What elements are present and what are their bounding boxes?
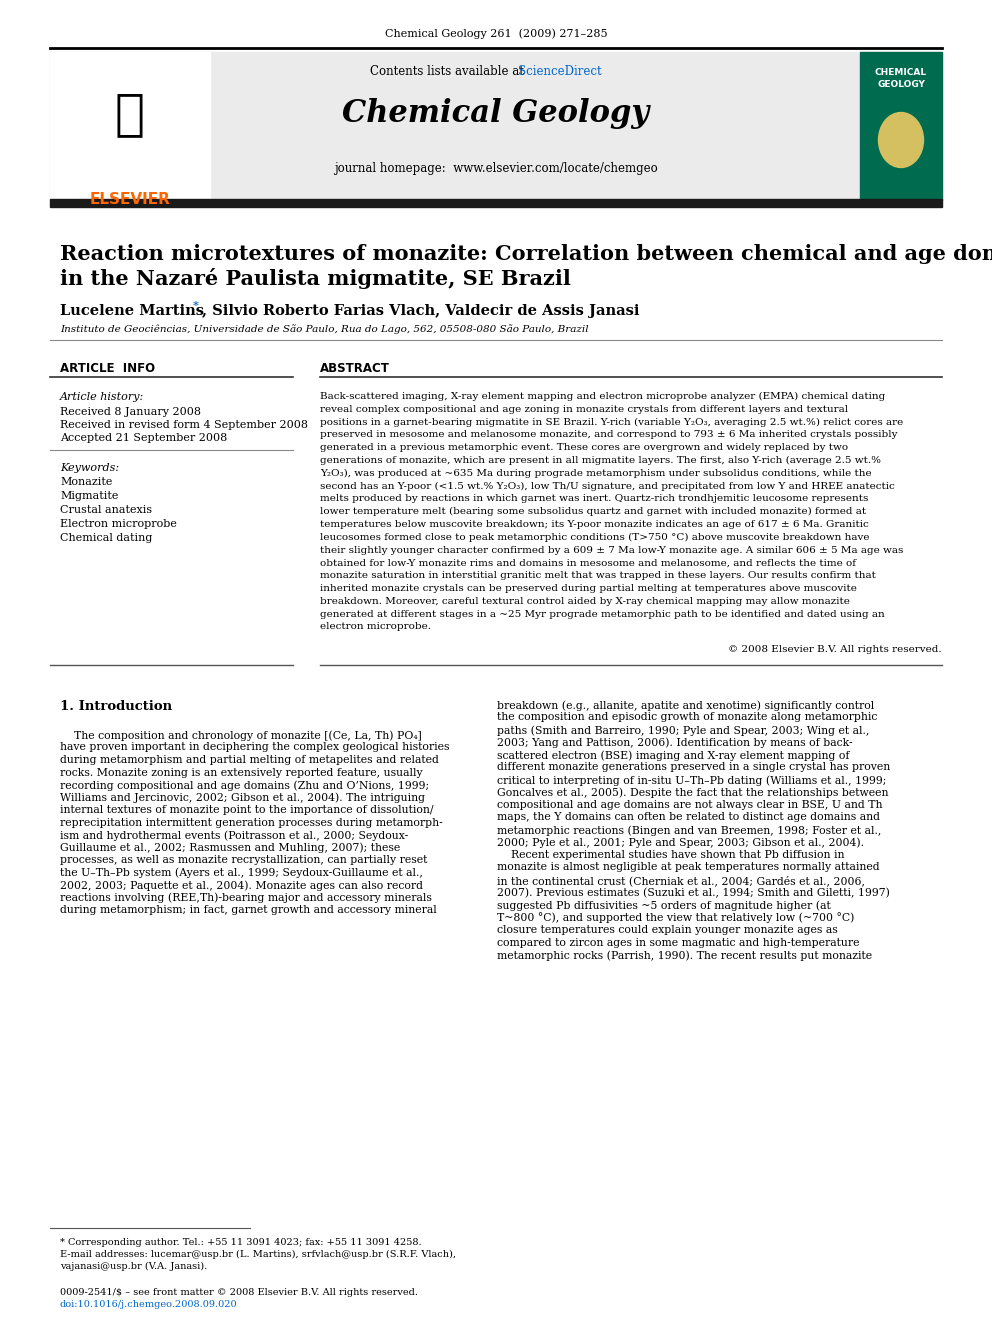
Bar [50, 52, 210, 200]
Text: monazite saturation in interstitial granitic melt that was trapped in these laye: monazite saturation in interstitial gran… [320, 572, 876, 581]
Text: GEOLOGY: GEOLOGY [877, 79, 925, 89]
Text: journal homepage:  www.elsevier.com/locate/chemgeo: journal homepage: www.elsevier.com/locat… [334, 161, 658, 175]
Text: Chemical Geology 261  (2009) 271–285: Chemical Geology 261 (2009) 271–285 [385, 28, 607, 38]
Text: in the Nazaré Paulista migmatite, SE Brazil: in the Nazaré Paulista migmatite, SE Bra… [60, 269, 570, 288]
Text: Received 8 January 2008: Received 8 January 2008 [60, 407, 201, 417]
Text: Chemical dating: Chemical dating [60, 533, 153, 542]
Text: Accepted 21 September 2008: Accepted 21 September 2008 [60, 433, 227, 443]
Text: different monazite generations preserved in a single crystal has proven: different monazite generations preserved… [497, 762, 890, 773]
Text: breakdown. Moreover, careful textural control aided by X-ray chemical mapping ma: breakdown. Moreover, careful textural co… [320, 597, 850, 606]
Text: reveal complex compositional and age zoning in monazite crystals from different : reveal complex compositional and age zon… [320, 405, 848, 414]
Ellipse shape [879, 112, 924, 168]
Text: 0009-2541/$ – see front matter © 2008 Elsevier B.V. All rights reserved.: 0009-2541/$ – see front matter © 2008 El… [60, 1289, 418, 1297]
Text: breakdown (e.g., allanite, apatite and xenotime) significantly control: breakdown (e.g., allanite, apatite and x… [497, 700, 874, 710]
Text: , Silvio Roberto Farias Vlach, Valdecir de Assis Janasi: , Silvio Roberto Farias Vlach, Valdecir … [202, 304, 640, 318]
Text: their slightly younger character confirmed by a 609 ± 7 Ma low-Y monazite age. A: their slightly younger character confirm… [320, 545, 904, 554]
Text: electron microprobe.: electron microprobe. [320, 622, 431, 631]
Text: CHEMICAL: CHEMICAL [875, 67, 928, 77]
Text: Migmatite: Migmatite [60, 491, 118, 501]
Text: Contents lists available at: Contents lists available at [370, 65, 528, 78]
Text: internal textures of monazite point to the importance of dissolution/: internal textures of monazite point to t… [60, 804, 434, 815]
Text: maps, the Y domains can often be related to distinct age domains and: maps, the Y domains can often be related… [497, 812, 880, 823]
Text: monazite is almost negligible at peak temperatures normally attained: monazite is almost negligible at peak te… [497, 863, 880, 872]
Text: temperatures below muscovite breakdown; its Y-poor monazite indicates an age of : temperatures below muscovite breakdown; … [320, 520, 869, 529]
Text: ARTICLE  INFO: ARTICLE INFO [60, 363, 155, 374]
Text: suggested Pb diffusivities ~5 orders of magnitude higher (at: suggested Pb diffusivities ~5 orders of … [497, 900, 830, 910]
Text: the U–Th–Pb system (Ayers et al., 1999; Seydoux-Guillaume et al.,: the U–Th–Pb system (Ayers et al., 1999; … [60, 868, 423, 878]
Text: metamorphic reactions (Bingen and van Breemen, 1998; Foster et al.,: metamorphic reactions (Bingen and van Br… [497, 826, 881, 836]
Text: 1. Introduction: 1. Introduction [60, 700, 173, 713]
Bar [55, 64, 203, 179]
Text: closure temperatures could explain younger monazite ages as: closure temperatures could explain young… [497, 925, 838, 935]
Text: recording compositional and age domains (Zhu and O’Nions, 1999;: recording compositional and age domains … [60, 781, 430, 791]
Text: reactions involving (REE,Th)-bearing major and accessory minerals: reactions involving (REE,Th)-bearing maj… [60, 893, 432, 904]
Text: Article history:: Article history: [60, 392, 144, 402]
Text: Y₂O₃), was produced at ~635 Ma during prograde metamorphism under subsolidus con: Y₂O₃), was produced at ~635 Ma during pr… [320, 468, 872, 478]
Text: Instituto de Geociências, Universidade de São Paulo, Rua do Lago, 562, 05508-080: Instituto de Geociências, Universidade d… [60, 324, 588, 333]
Text: paths (Smith and Barreiro, 1990; Pyle and Spear, 2003; Wing et al.,: paths (Smith and Barreiro, 1990; Pyle an… [497, 725, 869, 736]
Text: Keywords:: Keywords: [60, 463, 119, 474]
Text: ism and hydrothermal events (Poitrasson et al., 2000; Seydoux-: ism and hydrothermal events (Poitrasson … [60, 830, 409, 840]
Text: ELSEVIER: ELSEVIER [89, 192, 171, 206]
Bar [50, 52, 942, 200]
Text: preserved in mesosome and melanosome monazite, and correspond to 793 ± 6 Ma inhe: preserved in mesosome and melanosome mon… [320, 430, 898, 439]
Text: compositional and age domains are not always clear in BSE, U and Th: compositional and age domains are not al… [497, 800, 883, 810]
Text: in the continental crust (Cherniak et al., 2004; Gardés et al., 2006,: in the continental crust (Cherniak et al… [497, 875, 865, 886]
Text: second has an Y-poor (<1.5 wt.% Y₂O₃), low Th/U signature, and precipitated from: second has an Y-poor (<1.5 wt.% Y₂O₃), l… [320, 482, 895, 491]
Text: ABSTRACT: ABSTRACT [320, 363, 390, 374]
Text: Received in revised form 4 September 2008: Received in revised form 4 September 200… [60, 419, 308, 430]
Text: Monazite: Monazite [60, 478, 112, 487]
Text: Crustal anatexis: Crustal anatexis [60, 505, 152, 515]
Text: Chemical Geology: Chemical Geology [342, 98, 650, 130]
Text: critical to interpreting of in-situ U–Th–Pb dating (Williams et al., 1999;: critical to interpreting of in-situ U–Th… [497, 775, 887, 786]
Bar [50, 198, 942, 206]
Text: E-mail addresses: lucemar@usp.br (L. Martins), srfvlach@usp.br (S.R.F. Vlach),: E-mail addresses: lucemar@usp.br (L. Mar… [60, 1250, 456, 1259]
Text: metamorphic rocks (Parrish, 1990). The recent results put monazite: metamorphic rocks (Parrish, 1990). The r… [497, 950, 872, 960]
Text: generations of monazite, which are present in all migmatite layers. The first, a: generations of monazite, which are prese… [320, 456, 881, 466]
Text: Back-scattered imaging, X-ray element mapping and electron microprobe analyzer (: Back-scattered imaging, X-ray element ma… [320, 392, 885, 401]
Text: Lucelene Martins: Lucelene Martins [60, 304, 204, 318]
Text: Electron microprobe: Electron microprobe [60, 519, 177, 529]
Text: 2000; Pyle et al., 2001; Pyle and Spear, 2003; Gibson et al., 2004).: 2000; Pyle et al., 2001; Pyle and Spear,… [497, 837, 864, 848]
Text: ScienceDirect: ScienceDirect [518, 65, 601, 78]
Text: reprecipitation intermittent generation processes during metamorph-: reprecipitation intermittent generation … [60, 818, 442, 827]
Text: 2002, 2003; Paquette et al., 2004). Monazite ages can also record: 2002, 2003; Paquette et al., 2004). Mona… [60, 880, 423, 890]
Text: Williams and Jercinovic, 2002; Gibson et al., 2004). The intriguing: Williams and Jercinovic, 2002; Gibson et… [60, 792, 425, 803]
Text: processes, as well as monazite recrystallization, can partially reset: processes, as well as monazite recrystal… [60, 855, 428, 865]
Text: inherited monazite crystals can be preserved during partial melting at temperatu: inherited monazite crystals can be prese… [320, 583, 857, 593]
Text: 2007). Previous estimates (Suzuki et al., 1994; Smith and Giletti, 1997): 2007). Previous estimates (Suzuki et al.… [497, 888, 890, 898]
Text: The composition and chronology of monazite [(Ce, La, Th) PO₄]: The composition and chronology of monazi… [60, 730, 422, 741]
Text: positions in a garnet-bearing migmatite in SE Brazil. Y-rich (variable Y₂O₃, ave: positions in a garnet-bearing migmatite … [320, 418, 904, 427]
Text: © 2008 Elsevier B.V. All rights reserved.: © 2008 Elsevier B.V. All rights reserved… [728, 646, 942, 654]
Text: during metamorphism; in fact, garnet growth and accessory mineral: during metamorphism; in fact, garnet gro… [60, 905, 436, 916]
Text: doi:10.1016/j.chemgeo.2008.09.020: doi:10.1016/j.chemgeo.2008.09.020 [60, 1301, 238, 1308]
Text: compared to zircon ages in some magmatic and high-temperature: compared to zircon ages in some magmatic… [497, 938, 859, 947]
Text: Guillaume et al., 2002; Rasmussen and Muhling, 2007); these: Guillaume et al., 2002; Rasmussen and Mu… [60, 843, 400, 853]
Text: rocks. Monazite zoning is an extensively reported feature, usually: rocks. Monazite zoning is an extensively… [60, 767, 423, 778]
Text: the composition and episodic growth of monazite along metamorphic: the composition and episodic growth of m… [497, 713, 877, 722]
Text: vajanasi@usp.br (V.A. Janasi).: vajanasi@usp.br (V.A. Janasi). [60, 1262, 207, 1271]
Text: Goncalves et al., 2005). Despite the fact that the relationships between: Goncalves et al., 2005). Despite the fac… [497, 787, 889, 798]
Bar [860, 52, 942, 200]
Text: generated at different stages in a ~25 Myr prograde metamorphic path to be ident: generated at different stages in a ~25 M… [320, 610, 885, 619]
Text: generated in a previous metamorphic event. These cores are overgrown and widely : generated in a previous metamorphic even… [320, 443, 848, 452]
Text: T~800 °C), and supported the view that relatively low (~700 °C): T~800 °C), and supported the view that r… [497, 913, 854, 923]
Text: 2003; Yang and Pattison, 2006). Identification by means of back-: 2003; Yang and Pattison, 2006). Identifi… [497, 737, 853, 747]
Text: Recent experimental studies have shown that Pb diffusion in: Recent experimental studies have shown t… [497, 849, 844, 860]
Text: lower temperature melt (bearing some subsolidus quartz and garnet with included : lower temperature melt (bearing some sub… [320, 507, 866, 516]
Text: have proven important in deciphering the complex geological histories: have proven important in deciphering the… [60, 742, 449, 753]
Text: melts produced by reactions in which garnet was inert. Quartz-rich trondhjemitic: melts produced by reactions in which gar… [320, 495, 868, 503]
Text: during metamorphism and partial melting of metapelites and related: during metamorphism and partial melting … [60, 755, 438, 765]
Text: leucosomes formed close to peak metamorphic conditions (T>750 °C) above muscovit: leucosomes formed close to peak metamorp… [320, 533, 870, 542]
Text: Reaction microtextures of monazite: Correlation between chemical and age domains: Reaction microtextures of monazite: Corr… [60, 243, 992, 265]
Text: obtained for low-Y monazite rims and domains in mesosome and melanosome, and ref: obtained for low-Y monazite rims and dom… [320, 558, 856, 568]
Text: scattered electron (BSE) imaging and X-ray element mapping of: scattered electron (BSE) imaging and X-r… [497, 750, 849, 761]
Text: *: * [193, 300, 198, 311]
Text: 🌲: 🌲 [115, 90, 145, 138]
Text: * Corresponding author. Tel.: +55 11 3091 4023; fax: +55 11 3091 4258.: * Corresponding author. Tel.: +55 11 309… [60, 1238, 422, 1248]
